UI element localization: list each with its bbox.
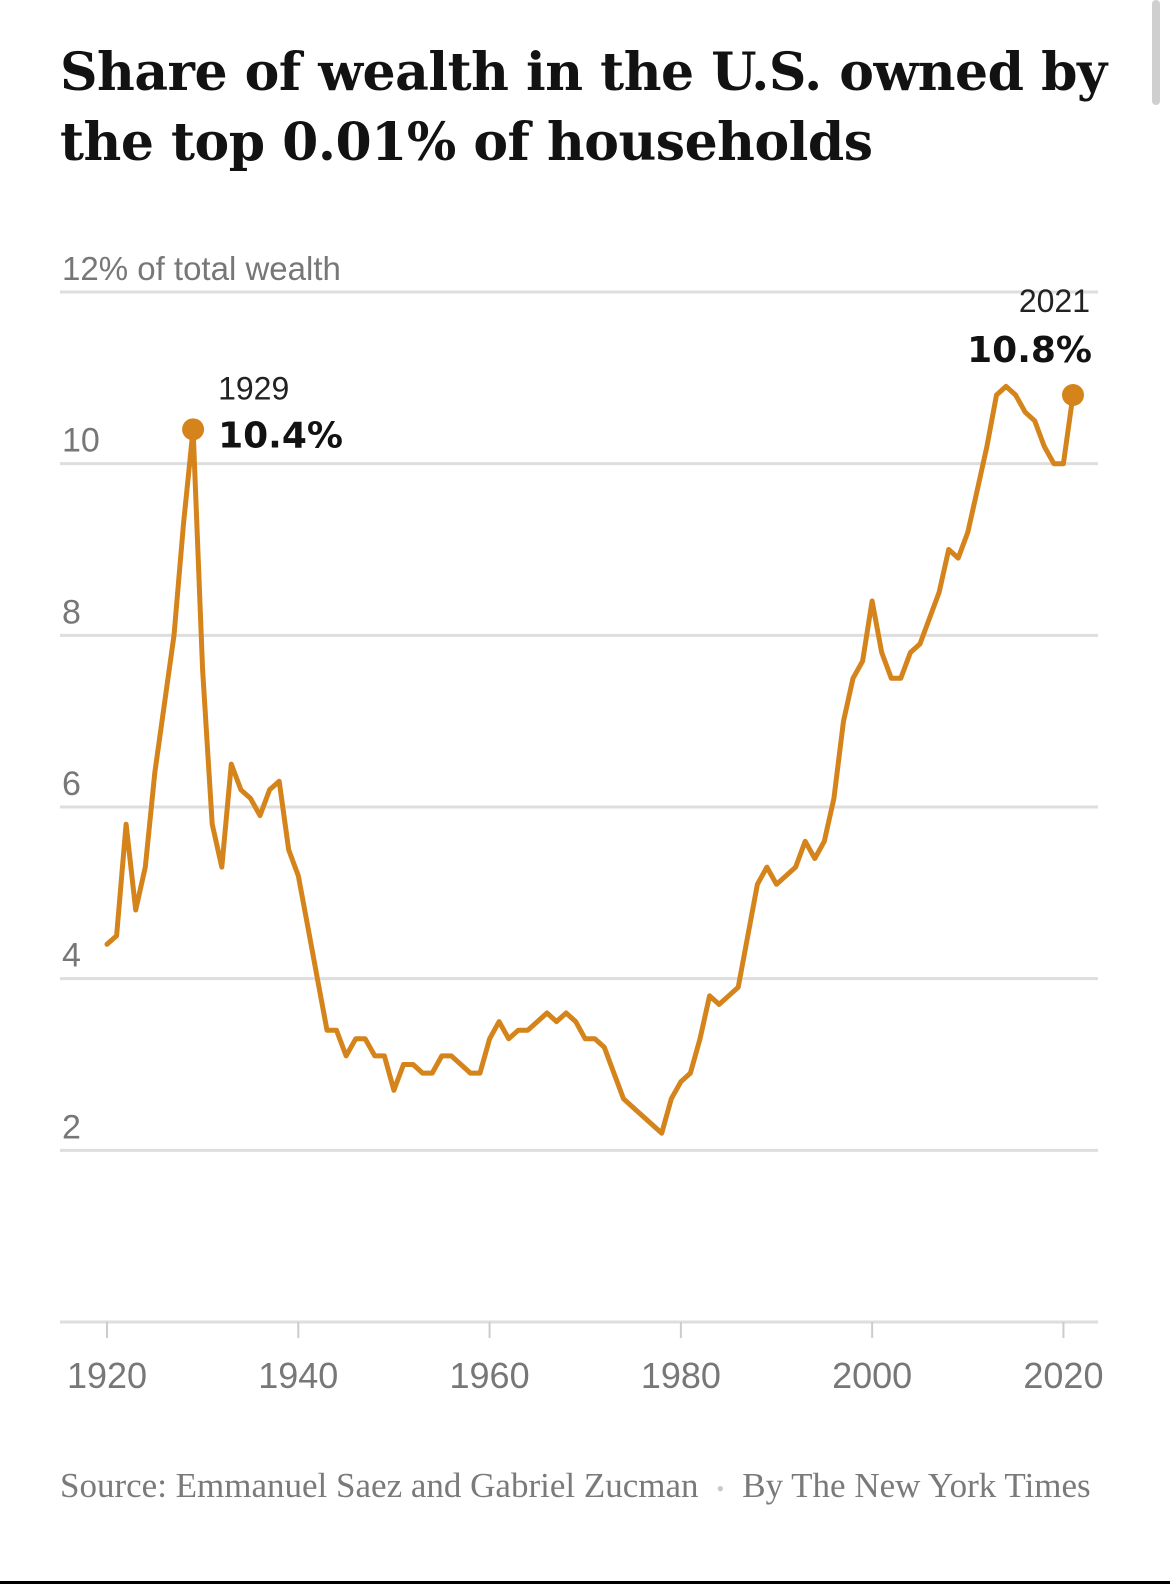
annotation-point-1929 [182,418,205,441]
annotation-value-2021: 10.8% [967,330,1092,371]
y-tick-label-12: 12% of total wealth [62,250,341,287]
source-note: Source: Emmanuel Saez and Gabriel Zucman… [60,1460,1120,1515]
annotation-point-2021 [1062,384,1084,406]
x-tick-label-2020: 2020 [1023,1355,1103,1396]
source-text: Source: Emmanuel Saez and Gabriel Zucman [60,1466,699,1505]
annotation-year-1929: 1929 [218,370,289,406]
byline: By The New York Times [742,1466,1091,1505]
y-tick-label-8: 8 [62,593,81,631]
x-tick-label-1960: 1960 [450,1355,530,1396]
x-tick-label-1980: 1980 [641,1355,721,1396]
y-tick-label-4: 4 [62,937,81,975]
x-tick-label-1920: 1920 [67,1355,147,1396]
scrollbar[interactable] [1152,0,1160,105]
y-tick-label-6: 6 [62,765,81,803]
annotations-layer: 1929 10.4% 2021 10.8% [182,283,1092,456]
x-tick-label-2000: 2000 [832,1355,912,1396]
annotation-year-2021: 2021 [1019,283,1090,319]
gridlines [60,290,1098,1152]
series-layer [104,383,1076,1136]
y-tick-label-2: 2 [62,1108,81,1146]
y-tick-label-10: 10 [62,422,100,460]
x-tick-label-1940: 1940 [258,1355,338,1396]
bottom-divider [0,1581,1170,1584]
separator-dot: • [716,1475,725,1501]
annotation-value-1929: 10.4% [218,415,343,456]
chart-title: Share of wealth in the U.S. owned by the… [60,42,1107,173]
x-axis: 1920 1940 1960 1980 2000 2020 [60,1320,1103,1396]
series-line-0 [104,383,1076,1136]
y-axis-labels: 2 4 6 8 10 12% of total wealth [62,250,341,1146]
